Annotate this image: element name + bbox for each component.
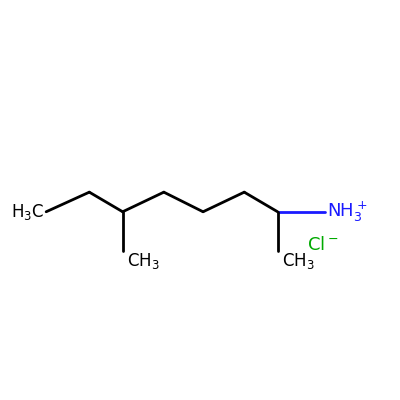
Text: H$_3$C: H$_3$C: [11, 202, 44, 222]
Text: CH$_3$: CH$_3$: [282, 251, 314, 271]
Text: Cl$^-$: Cl$^-$: [307, 236, 338, 254]
Text: NH$_3^+$: NH$_3^+$: [327, 200, 367, 224]
Text: CH$_3$: CH$_3$: [126, 251, 159, 271]
